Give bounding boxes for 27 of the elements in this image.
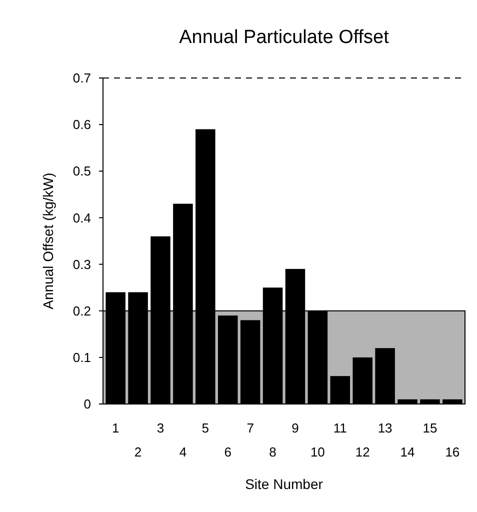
chart-title: Annual Particulate Offset (179, 27, 390, 48)
x-tick-label: 1 (112, 420, 120, 436)
x-tick-label: 5 (202, 420, 210, 436)
x-axis-title: Site Number (245, 476, 324, 492)
x-tick-label: 13 (378, 420, 392, 436)
y-tick-label: 0 (84, 396, 91, 412)
x-tick-label: 6 (224, 444, 232, 460)
x-tick-label: 10 (310, 444, 325, 460)
y-tick-label: 0.6 (72, 117, 91, 132)
x-tick-label: 9 (292, 420, 299, 436)
y-tick-label: 0.1 (72, 350, 91, 365)
x-tick-label: 11 (333, 420, 347, 436)
y-tick-label: 0.5 (72, 164, 91, 179)
x-tick-label: 14 (400, 444, 415, 460)
y-tick-label: 0.4 (72, 210, 91, 226)
x-tick-label: 2 (134, 444, 142, 460)
x-tick-label: 7 (246, 420, 254, 436)
x-tick-label: 16 (445, 444, 460, 460)
x-tick-label: 8 (269, 444, 276, 460)
y-tick-label: 0.3 (72, 256, 91, 272)
y-axis-title: Annual Offset (kg/kW) (40, 172, 56, 310)
y-tick-label: 0.7 (72, 70, 91, 86)
x-tick-label: 3 (156, 420, 164, 436)
x-tick-label: 12 (355, 444, 370, 460)
x-tick-label: 15 (422, 420, 438, 436)
x-tick-label: 4 (179, 444, 187, 460)
y-tick-label: 0.2 (72, 303, 91, 318)
